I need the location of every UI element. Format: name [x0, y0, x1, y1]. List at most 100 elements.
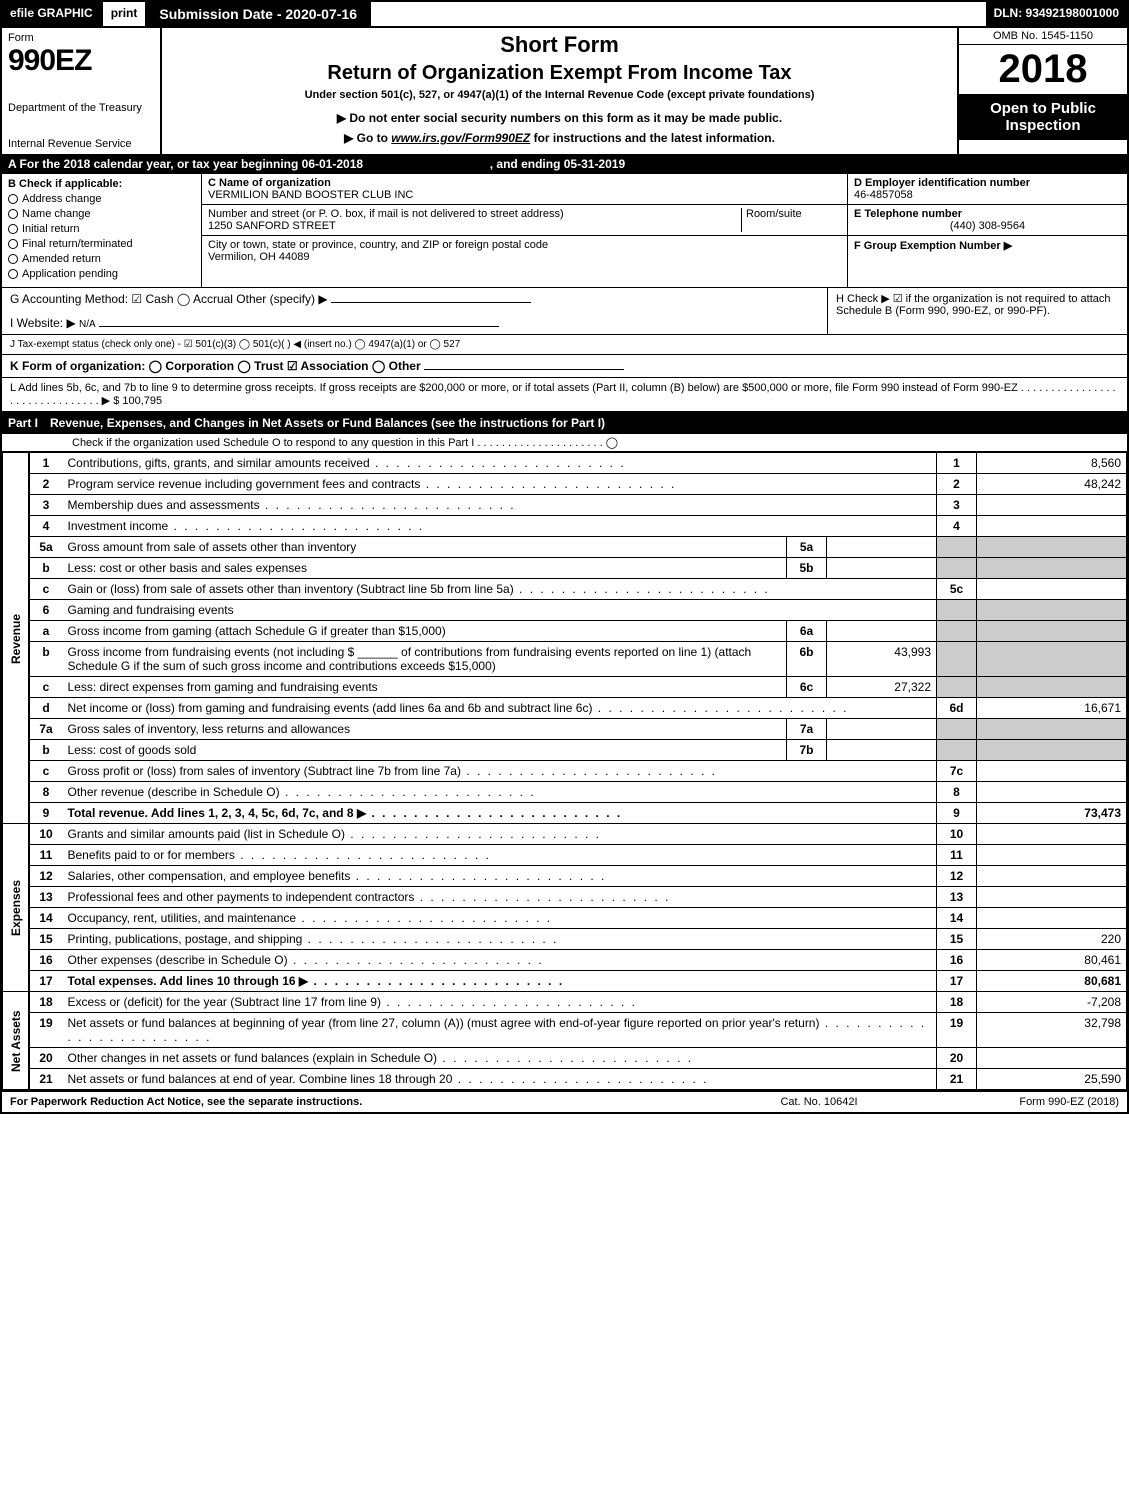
line-number: 9: [29, 803, 63, 824]
line-value: 16,671: [977, 698, 1127, 719]
sub-line-number: 6b: [787, 642, 827, 677]
line-ref: 12: [937, 866, 977, 887]
opt-initial-return[interactable]: Initial return: [8, 223, 195, 235]
line-number: 1: [29, 453, 63, 474]
org-name: VERMILION BAND BOOSTER CLUB INC: [208, 189, 413, 201]
line-value: [977, 621, 1127, 642]
line-number: c: [29, 579, 63, 600]
line-desc: Contributions, gifts, grants, and simila…: [63, 453, 937, 474]
table-row: 17Total expenses. Add lines 10 through 1…: [3, 971, 1127, 992]
line-desc: Grants and similar amounts paid (list in…: [63, 824, 937, 845]
table-row: 4Investment income4: [3, 516, 1127, 537]
line-desc: Total expenses. Add lines 10 through 16 …: [63, 971, 937, 992]
section-d-e-f: D Employer identification number 46-4857…: [847, 174, 1127, 287]
city-label: City or town, state or province, country…: [208, 239, 548, 251]
table-row: 8Other revenue (describe in Schedule O)8: [3, 782, 1127, 803]
line-ref: 10: [937, 824, 977, 845]
line-value: [977, 495, 1127, 516]
goto-post: for instructions and the latest informat…: [530, 131, 775, 145]
table-row: 9Total revenue. Add lines 1, 2, 3, 4, 5c…: [3, 803, 1127, 824]
sub-line-value: 43,993: [827, 642, 937, 677]
section-side-label: Expenses: [3, 824, 29, 992]
cat-no: Cat. No. 10642I: [719, 1096, 919, 1108]
line-ref: 11: [937, 845, 977, 866]
table-row: 5aGross amount from sale of assets other…: [3, 537, 1127, 558]
line-number: 11: [29, 845, 63, 866]
i-website-label: I Website: ▶: [10, 316, 76, 330]
tax-year: 2018: [959, 45, 1127, 94]
line-value: 48,242: [977, 474, 1127, 495]
line-ref: 1: [937, 453, 977, 474]
line-number: 14: [29, 908, 63, 929]
line-ref: 2: [937, 474, 977, 495]
opt-application-pending[interactable]: Application pending: [8, 268, 195, 280]
line-desc: Net income or (loss) from gaming and fun…: [63, 698, 937, 719]
goto-pre: ▶ Go to: [344, 131, 391, 145]
line-value: [977, 1048, 1127, 1069]
table-row: cGross profit or (loss) from sales of in…: [3, 761, 1127, 782]
line-desc: Less: cost of goods sold: [63, 740, 787, 761]
line-ref: 14: [937, 908, 977, 929]
form-label: Form: [8, 32, 154, 44]
room-label: Room/suite: [746, 208, 802, 220]
opt-amended-return[interactable]: Amended return: [8, 253, 195, 265]
tax-period-bar: A For the 2018 calendar year, or tax yea…: [2, 154, 1127, 174]
table-row: dNet income or (loss) from gaming and fu…: [3, 698, 1127, 719]
line-ref: 18: [937, 992, 977, 1013]
line-ref: 8: [937, 782, 977, 803]
opt-address-change[interactable]: Address change: [8, 193, 195, 205]
line-ref: 9: [937, 803, 977, 824]
line-number: 6: [29, 600, 63, 621]
j-tax-exempt-status: J Tax-exempt status (check only one) - ☑…: [2, 335, 1127, 355]
paperwork-notice: For Paperwork Reduction Act Notice, see …: [10, 1096, 719, 1108]
line-desc: Gain or (loss) from sale of assets other…: [63, 579, 937, 600]
line-ref: 5c: [937, 579, 977, 600]
h-schedule-b: H Check ▶ ☑ if the organization is not r…: [827, 288, 1127, 334]
line-number: 5a: [29, 537, 63, 558]
line-value: [977, 579, 1127, 600]
line-desc: Gross income from gaming (attach Schedul…: [63, 621, 787, 642]
table-row: bLess: cost or other basis and sales exp…: [3, 558, 1127, 579]
sub-line-value: [827, 719, 937, 740]
line-number: b: [29, 642, 63, 677]
line-value: -7,208: [977, 992, 1127, 1013]
table-row: cLess: direct expenses from gaming and f…: [3, 677, 1127, 698]
table-row: 6Gaming and fundraising events: [3, 600, 1127, 621]
form-ref: Form 990-EZ (2018): [919, 1096, 1119, 1108]
line-value: [977, 845, 1127, 866]
line-value: [977, 600, 1127, 621]
line-value: [977, 824, 1127, 845]
line-number: 2: [29, 474, 63, 495]
table-row: Net Assets18Excess or (deficit) for the …: [3, 992, 1127, 1013]
print-button[interactable]: print: [103, 2, 148, 26]
d-label: D Employer identification number: [854, 177, 1030, 189]
line-number: 18: [29, 992, 63, 1013]
table-row: 16Other expenses (describe in Schedule O…: [3, 950, 1127, 971]
line-number: b: [29, 558, 63, 579]
street-address: 1250 SANFORD STREET: [208, 220, 336, 232]
line-desc: Total revenue. Add lines 1, 2, 3, 4, 5c,…: [63, 803, 937, 824]
line-number: 16: [29, 950, 63, 971]
form-header: Form 990EZ Department of the Treasury In…: [2, 26, 1127, 154]
line-ref: 20: [937, 1048, 977, 1069]
section-side-label: Net Assets: [3, 992, 29, 1090]
table-row: cGain or (loss) from sale of assets othe…: [3, 579, 1127, 600]
addr-label: Number and street (or P. O. box, if mail…: [208, 208, 564, 220]
table-row: 15Printing, publications, postage, and s…: [3, 929, 1127, 950]
line-value: [977, 908, 1127, 929]
opt-name-change[interactable]: Name change: [8, 208, 195, 220]
line-ref: [937, 642, 977, 677]
table-row: bLess: cost of goods sold7b: [3, 740, 1127, 761]
irs-link[interactable]: www.irs.gov/Form990EZ: [391, 131, 530, 145]
line-desc: Other revenue (describe in Schedule O): [63, 782, 937, 803]
entity-block: B Check if applicable: Address change Na…: [2, 174, 1127, 288]
line-value: [977, 740, 1127, 761]
line-value: 8,560: [977, 453, 1127, 474]
line-number: c: [29, 677, 63, 698]
table-row: Expenses10Grants and similar amounts pai…: [3, 824, 1127, 845]
opt-final-return[interactable]: Final return/terminated: [8, 238, 195, 250]
sub-line-number: 6c: [787, 677, 827, 698]
return-subtitle: Under section 501(c), 527, or 4947(a)(1)…: [170, 89, 949, 101]
line-value: [977, 719, 1127, 740]
line-value: 80,681: [977, 971, 1127, 992]
